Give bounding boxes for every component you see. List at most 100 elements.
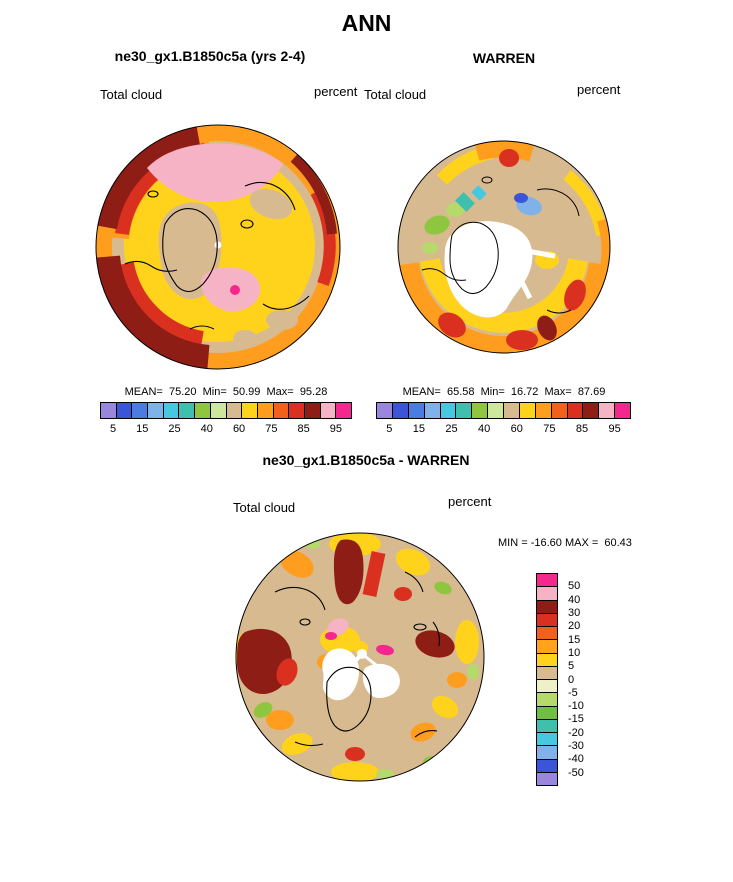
colorbar-cell [320, 403, 337, 418]
diff-field-label: Total cloud [233, 500, 296, 515]
colorbar-tick-label: 15 [412, 423, 425, 435]
colorbar-cell [101, 403, 117, 418]
colorbar-cell [537, 653, 557, 667]
model-map-plot [95, 124, 341, 370]
colorbar-cell [537, 666, 557, 680]
colorbar-tick-label: 25 [445, 423, 458, 435]
colorbar-tick-label: 60 [232, 423, 246, 435]
colorbar-cell [273, 403, 290, 418]
colorbar-cell [537, 759, 557, 773]
diff-colorbar-tick-label: 30 [568, 606, 581, 619]
colorbar-cell [551, 403, 568, 418]
colorbar-cell [537, 719, 557, 733]
diff-map-coastlines [274, 571, 440, 747]
colorbar-cell [289, 403, 305, 418]
diff-colorbar-tick-label: 10 [568, 646, 581, 659]
colorbar-cell [504, 403, 520, 418]
model-map-boundary [95, 124, 341, 370]
diff-colorbar-tick-label: 40 [568, 593, 581, 606]
colorbar-cell [599, 403, 616, 418]
colorbar-cell [392, 403, 409, 418]
diff-minmax: MIN = -16.60 MAX = 60.43 [498, 537, 632, 549]
colorbar-cell [148, 403, 164, 418]
colorbar-cell [210, 403, 227, 418]
colorbar-tick-label: 5 [386, 423, 393, 435]
colorbar-cell [257, 403, 274, 418]
colorbar-tick-label: 25 [168, 423, 181, 435]
diff-colorbar-tick-label: 0 [568, 673, 575, 686]
colorbar-cell [537, 627, 557, 641]
colorbar-cell [615, 403, 630, 418]
diff-colorbar-tick-label: -15 [568, 713, 584, 726]
colorbar-cell [472, 403, 489, 418]
colorbar-cell [519, 403, 536, 418]
colorbar-cell [537, 693, 557, 707]
colorbar-cell [242, 403, 258, 418]
colorbar-tick-label: 60 [510, 423, 523, 435]
colorbar-cell [408, 403, 425, 418]
model-map [95, 124, 341, 370]
model-units-label: percent [314, 84, 358, 99]
colorbar-cell [179, 403, 196, 418]
colorbar-cell [537, 600, 557, 614]
model-colorbar-ticks: 5 15 25 40 60 75 85 95 [100, 423, 352, 435]
colorbar-cell [488, 403, 504, 418]
model-field-label: Total cloud [100, 87, 163, 102]
diff-colorbar-tick-label: -10 [568, 700, 584, 713]
obs-map-coastlines [421, 176, 580, 314]
colorbar-cell [116, 403, 133, 418]
diff-colorbar-labels: 50 40 30 20 15 10 5 0 -5 -10 -15 -20 -30 -40 -50 [562, 573, 596, 786]
obs-map-plot [397, 140, 611, 354]
diff-map-plot [235, 532, 485, 782]
obs-colorbar [376, 402, 631, 419]
colorbar-cell [537, 613, 557, 627]
diff-colorbar-tick-label: -30 [568, 740, 584, 753]
colorbar-cell [537, 587, 557, 601]
season-title: ANN [341, 10, 392, 36]
diff-colorbar-tick-label: -20 [568, 726, 584, 739]
colorbar-cell [537, 733, 557, 747]
diff-colorbar-tick-label: -40 [568, 753, 584, 766]
diff-colorbar-tick-label: -5 [568, 686, 578, 699]
diff-panel-title: ne30_gx1.B1850c5a - WARREN [262, 452, 470, 468]
obs-field-label: Total cloud [364, 87, 427, 102]
colorbar-cell [195, 403, 211, 418]
diff-units-label: percent [448, 494, 492, 509]
diff-colorbar-tick-label: 15 [568, 633, 581, 646]
colorbar-cell [456, 403, 473, 418]
model-colorbar [100, 402, 352, 419]
model-stats: MEAN= 75.20 Min= 50.99 Max= 95.28 [124, 386, 328, 398]
colorbar-cell [377, 403, 393, 418]
colorbar-cell [537, 640, 557, 654]
model-map-coastlines [124, 181, 310, 330]
colorbar-tick-label: 40 [200, 423, 213, 435]
colorbar-tick-label: 40 [477, 423, 491, 435]
colorbar-cell [537, 574, 557, 588]
colorbar-cell [132, 403, 149, 418]
obs-stats: MEAN= 65.58 Min= 16.72 Max= 87.69 [402, 386, 606, 398]
colorbar-cell [440, 403, 457, 418]
colorbar-cell [583, 403, 600, 418]
obs-colorbar-ticks: 5 15 25 40 60 75 85 95 [376, 423, 631, 435]
colorbar-cell [336, 403, 351, 418]
diff-colorbar-tick-label: 50 [568, 580, 581, 593]
colorbar-tick-label: 85 [575, 423, 589, 435]
colorbar-cell [567, 403, 584, 418]
colorbar-tick-label: 75 [543, 423, 556, 435]
colorbar-cell [304, 403, 321, 418]
diff-map-field [236, 533, 484, 781]
colorbar-cell [537, 772, 557, 785]
model-map-field [96, 125, 340, 369]
obs-map-boundary [397, 140, 611, 354]
obs-map [397, 140, 611, 354]
colorbar-cell [537, 680, 557, 694]
colorbar-cell [163, 403, 180, 418]
obs-units-label: percent [577, 82, 621, 97]
colorbar-tick-label: 95 [329, 423, 342, 435]
colorbar-cell [535, 403, 552, 418]
colorbar-cell [537, 706, 557, 720]
diff-colorbar-tick-label: 5 [568, 660, 575, 673]
colorbar-tick-label: 5 [110, 423, 117, 435]
colorbar-cell [424, 403, 441, 418]
diff-map-boundary [235, 532, 485, 782]
